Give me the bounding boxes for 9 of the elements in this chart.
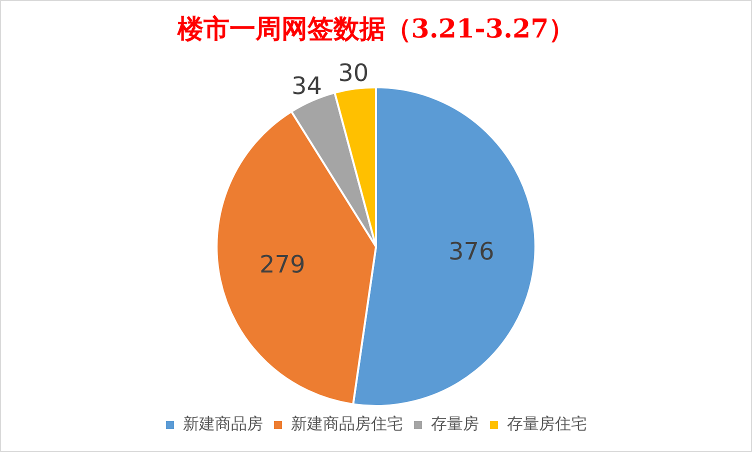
data-label: 34 — [291, 72, 322, 100]
data-label: 30 — [338, 58, 369, 87]
data-label: 376 — [448, 238, 494, 266]
chart-title: 楼市一周网签数据（3.21-3.27） — [176, 14, 575, 44]
data-label: 279 — [260, 250, 306, 279]
legend-label: 存量房 — [431, 414, 479, 434]
legend-label: 新建商品房住宅 — [291, 414, 403, 434]
legend-label: 存量房住宅 — [507, 414, 587, 434]
legend-label: 新建商品房 — [183, 414, 263, 434]
